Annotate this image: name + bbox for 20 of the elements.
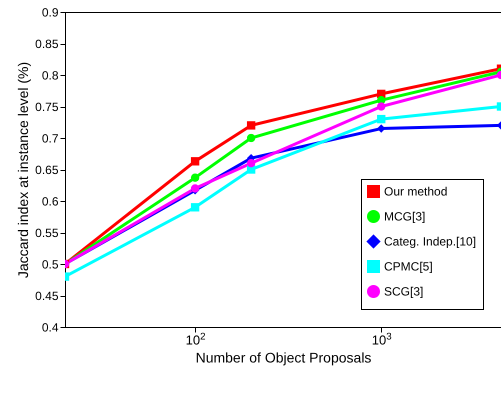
legend-label: CPMC[5] — [384, 260, 433, 274]
legend-label: Categ. Indep.[10] — [384, 234, 476, 248]
y-tick-label: 0.4 — [42, 320, 59, 334]
y-tick-label: 0.7 — [42, 132, 59, 146]
legend-label: SCG[3] — [384, 284, 424, 298]
y-axis-title: Jaccard index at instance level (%) — [15, 62, 32, 278]
legend-label: Our method — [384, 184, 448, 198]
y-tick-label: 0.9 — [42, 6, 59, 20]
x-tick-label: 10$^{3}$ — [372, 331, 392, 348]
legend-label: MCG[3] — [384, 210, 426, 224]
y-tick-label: 0.55 — [35, 226, 59, 240]
y-tick-label: 0.65 — [35, 163, 59, 177]
x-axis-title: Number of Object Proposals — [196, 350, 372, 366]
y-tick-label: 0.45 — [35, 289, 59, 303]
y-tick-label: 0.8 — [42, 68, 59, 82]
y-tick-label: 0.75 — [35, 100, 59, 114]
y-tick-label: 0.6 — [42, 194, 59, 208]
y-tick-label: 0.85 — [35, 37, 59, 51]
y-tick-label: 0.5 — [42, 258, 59, 272]
x-tick-label: 10$^{2}$ — [186, 331, 206, 348]
